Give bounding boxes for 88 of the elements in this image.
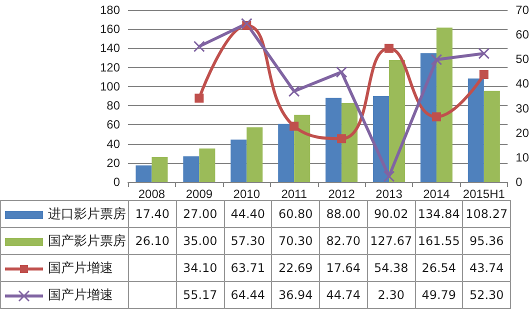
y-tick-label: 100 — [100, 79, 120, 94]
point — [384, 44, 394, 53]
legend-label: 国产影片票房 — [48, 234, 126, 249]
bar — [468, 78, 484, 182]
x-tick-label: 2011 — [281, 187, 308, 201]
data-label: 17.40 — [128, 200, 176, 228]
point — [432, 112, 441, 122]
data-label: 22.69 — [272, 254, 320, 282]
y-tick-label: 80 — [106, 98, 120, 113]
point — [384, 170, 395, 182]
bar — [294, 114, 310, 182]
data-label: 57.30 — [224, 228, 272, 254]
bar — [230, 140, 247, 182]
bar — [342, 102, 358, 182]
data-label: 60.80 — [272, 200, 320, 228]
data-label: 17.64 — [320, 254, 368, 282]
data-label: 44.40 — [224, 200, 272, 228]
data-label: 43.74 — [462, 254, 510, 282]
point — [194, 94, 204, 103]
x-tick-label: 2009 — [186, 187, 213, 201]
x-tick-label: 2010 — [233, 187, 260, 201]
point — [430, 54, 442, 66]
point — [194, 40, 205, 52]
data-label: 95.36 — [462, 228, 510, 254]
bar — [136, 165, 152, 182]
data-label: 35.00 — [176, 228, 224, 254]
legend-label: 进口影片票房 — [48, 207, 126, 222]
y2-tick-label: 70 — [516, 3, 530, 17]
y-tick-label: 0 — [113, 175, 120, 189]
point — [288, 86, 300, 97]
y-tick-label: 160 — [100, 22, 120, 36]
y-tick-label: 40 — [106, 136, 120, 151]
bar — [326, 98, 342, 182]
data-label: 64.44 — [224, 282, 272, 308]
x-tick-label: 2015H1 — [462, 187, 506, 201]
bar — [199, 148, 216, 182]
y2-tick-label: 50 — [516, 52, 530, 66]
bar — [484, 90, 500, 182]
x-tick-label: 2013 — [376, 187, 403, 201]
bar — [183, 156, 200, 182]
y-tick-label: 20 — [106, 156, 120, 170]
point — [290, 122, 299, 131]
legend-label: 国产片增速 — [48, 288, 113, 303]
data-label: 26.54 — [415, 254, 463, 282]
data-label: 127.67 — [367, 228, 415, 254]
data-label: 90.02 — [367, 200, 415, 228]
x-tick-label: 2014 — [423, 187, 450, 201]
bar — [373, 96, 390, 182]
point — [241, 18, 252, 30]
bar — [152, 157, 168, 182]
point — [337, 134, 346, 144]
x-tick-label: 2008 — [138, 187, 166, 201]
data-label: 88.00 — [320, 200, 368, 228]
legend-label: 国产片增速 — [48, 261, 113, 276]
bar — [278, 124, 294, 182]
bar — [436, 28, 452, 182]
y2-tick-label: 40 — [516, 76, 530, 91]
y-tick-label: 140 — [100, 41, 120, 56]
data-label: 36.94 — [272, 282, 320, 308]
y-tick-label: 60 — [106, 118, 120, 132]
point — [336, 66, 348, 78]
data-label: 70.30 — [272, 228, 320, 254]
data-label: 27.00 — [176, 200, 224, 228]
data-label: 49.79 — [415, 282, 463, 308]
y-tick-label: 120 — [100, 60, 120, 74]
y2-tick-label: 60 — [516, 28, 530, 42]
data-label: 55.17 — [176, 282, 224, 308]
data-label: 161.55 — [415, 228, 463, 254]
data-label: 26.10 — [128, 228, 176, 254]
data-label: 82.70 — [320, 228, 368, 254]
y2-tick-label: 20 — [516, 126, 530, 140]
y-tick-label: 180 — [100, 3, 120, 17]
x-tick-label: 2012 — [328, 187, 356, 201]
y2-tick-label: 0 — [516, 175, 523, 189]
data-label: 134.84 — [415, 200, 463, 228]
data-label: 44.74 — [320, 282, 368, 308]
bar — [389, 60, 406, 182]
data-label: 34.10 — [176, 254, 224, 282]
data-label: 63.71 — [224, 254, 272, 282]
data-label: 2.30 — [367, 282, 415, 308]
y2-tick-label: 10 — [516, 150, 530, 164]
data-label: 52.30 — [462, 282, 510, 308]
bar — [246, 127, 263, 182]
point — [479, 70, 488, 80]
data-label: 54.38 — [367, 254, 415, 282]
y2-tick-label: 30 — [516, 101, 530, 116]
data-label: 108.27 — [462, 200, 510, 228]
point — [478, 48, 490, 59]
